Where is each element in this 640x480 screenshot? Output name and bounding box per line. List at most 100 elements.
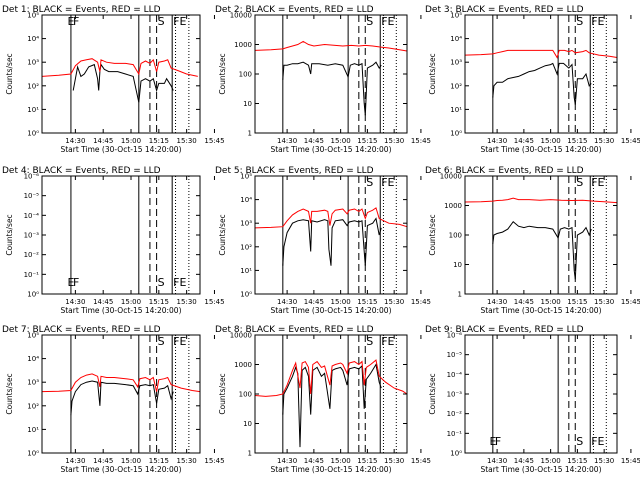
y-tick-label: 10⁻⁶ xyxy=(447,332,463,340)
plot-frame xyxy=(41,14,201,134)
event-marker-label: FE xyxy=(173,335,186,348)
x-tick-label: 14:45 xyxy=(514,137,534,145)
y-tick-label: 10⁻² xyxy=(24,251,40,259)
x-tick-label: 15:30 xyxy=(384,457,404,465)
y-tick-label: 10¹ xyxy=(27,106,39,114)
x-tick-label: 14:30 xyxy=(65,137,85,145)
y-tick-label: 10⁻⁵ xyxy=(447,351,463,359)
x-tick-label: 14:30 xyxy=(65,457,85,465)
x-tick-label: 15:00 xyxy=(541,298,561,306)
y-axis-label: Counts/sec xyxy=(5,373,14,414)
x-tick-label: 15:45 xyxy=(621,457,640,465)
y-tick-label: 10¹ xyxy=(27,426,39,434)
event-marker-label: S xyxy=(158,335,165,348)
x-tick-label: 14:30 xyxy=(487,137,507,145)
y-axis-label: Counts/sec xyxy=(218,214,227,255)
y-tick-label: 10⁻² xyxy=(447,410,463,418)
x-tick-label: 14:45 xyxy=(93,298,113,306)
event-marker-label: S xyxy=(158,276,165,289)
event-marker-label: E xyxy=(67,15,74,28)
y-tick-label: 10⁻⁵ xyxy=(24,192,40,200)
y-axis-label: Counts/sec xyxy=(5,53,14,94)
event-marker-label: S xyxy=(576,435,583,448)
x-tick-label: 15:30 xyxy=(177,137,197,145)
y-tick-label: 10¹ xyxy=(450,106,462,114)
panel-det-2: Det 2: BLACK = Events, RED = LLD 1 10 100 10… xyxy=(215,5,431,154)
x-tick-label: 14:30 xyxy=(487,457,507,465)
y-tick-label: 100 xyxy=(239,71,252,79)
x-axis-label: Start Time (30-Oct-15 14:20:00) xyxy=(60,145,181,154)
lld-series xyxy=(254,359,408,397)
y-tick-label: 10 xyxy=(243,100,252,108)
lld-series xyxy=(464,49,618,59)
event-marker-label: E xyxy=(67,276,74,289)
x-tick-label: 15:30 xyxy=(384,137,404,145)
x-tick-label: 15:00 xyxy=(331,137,351,145)
lld-series xyxy=(464,197,618,204)
x-tick-label: 14:45 xyxy=(514,298,534,306)
panel-det-7: Det 7: BLACK = Events, RED = LLD 10⁰ 10¹ 10… xyxy=(2,325,225,474)
x-tick-label: 15:00 xyxy=(121,137,141,145)
event-marker-label: FE xyxy=(381,335,394,348)
plot-frame xyxy=(464,175,618,295)
y-tick-label: 10⁰ xyxy=(27,130,39,138)
y-tick-label: 10³ xyxy=(27,379,39,387)
events-series xyxy=(492,62,592,105)
event-marker-label: S xyxy=(158,15,165,28)
y-tick-label: 10⁴ xyxy=(27,355,39,363)
event-marker-label: FE xyxy=(173,15,186,28)
event-marker-label: FE xyxy=(381,176,394,189)
event-marker-label: S xyxy=(576,15,583,28)
y-tick-label: 10000 xyxy=(440,173,462,181)
x-tick-label: 14:45 xyxy=(304,137,324,145)
x-tick-label: 15:45 xyxy=(204,298,224,306)
event-marker-label: FE xyxy=(591,15,604,28)
event-marker-label: FE xyxy=(381,15,394,28)
y-tick-label: 10² xyxy=(240,243,252,251)
x-axis-label: Start Time (30-Oct-15 14:20:00) xyxy=(270,145,391,154)
event-marker-label: S xyxy=(366,335,373,348)
y-tick-label: 10⁵ xyxy=(240,173,252,181)
x-tick-label: 15:00 xyxy=(331,298,351,306)
x-tick-label: 14:30 xyxy=(65,298,85,306)
events-series xyxy=(282,217,382,266)
x-tick-label: 15:45 xyxy=(411,457,431,465)
y-tick-label: 1 xyxy=(458,291,462,299)
y-tick-label: 10⁻⁴ xyxy=(24,212,40,220)
y-tick-label: 10¹ xyxy=(240,267,252,275)
x-axis-label: Start Time (30-Oct-15 14:20:00) xyxy=(270,465,391,474)
x-tick-label: 15:45 xyxy=(411,137,431,145)
y-tick-label: 10⁰ xyxy=(450,450,462,458)
x-axis-label: Start Time (30-Oct-15 14:20:00) xyxy=(60,306,181,315)
lld-series xyxy=(254,40,408,52)
y-tick-label: 10⁵ xyxy=(450,12,462,20)
panel-det-8: Det 8: BLACK = Events, RED = LLD 1 10 100 10… xyxy=(215,325,431,474)
x-tick-label: 15:30 xyxy=(177,298,197,306)
x-tick-label: 15:45 xyxy=(621,137,640,145)
x-tick-label: 15:45 xyxy=(204,457,224,465)
y-axis-label: Counts/sec xyxy=(218,53,227,94)
y-axis-label: Counts/sec xyxy=(218,373,227,414)
x-tick-label: 15:15 xyxy=(149,457,169,465)
event-marker-label: S xyxy=(366,15,373,28)
y-tick-label: 10³ xyxy=(450,59,462,67)
x-tick-label: 15:15 xyxy=(149,137,169,145)
panel-title: Det 2: BLACK = Events, RED = LLD xyxy=(215,5,374,15)
y-tick-label: 10⁻³ xyxy=(24,232,40,240)
y-axis-label: Counts/sec xyxy=(428,373,437,414)
panel-title: Det 8: BLACK = Events, RED = LLD xyxy=(215,325,374,335)
y-tick-label: 100 xyxy=(239,391,252,399)
x-tick-label: 15:30 xyxy=(594,457,614,465)
x-axis-label: Start Time (30-Oct-15 14:20:00) xyxy=(480,465,601,474)
y-tick-label: 10⁰ xyxy=(240,291,252,299)
y-tick-label: 1000 xyxy=(234,361,252,369)
x-tick-label: 15:00 xyxy=(331,457,351,465)
panel-title: Det 4: BLACK = Events, RED = LLD xyxy=(2,166,161,176)
panel-title: Det 9: BLACK = Events, RED = LLD xyxy=(425,325,584,335)
x-tick-label: 14:30 xyxy=(487,298,507,306)
y-axis-label: Counts/sec xyxy=(5,214,14,255)
y-tick-label: 1000 xyxy=(234,41,252,49)
y-tick-label: 10⁴ xyxy=(240,196,252,204)
panel-det-9: Det 9: BLACK = Events, RED = LLD 10⁰ 10⁻¹ 1… xyxy=(425,325,640,474)
